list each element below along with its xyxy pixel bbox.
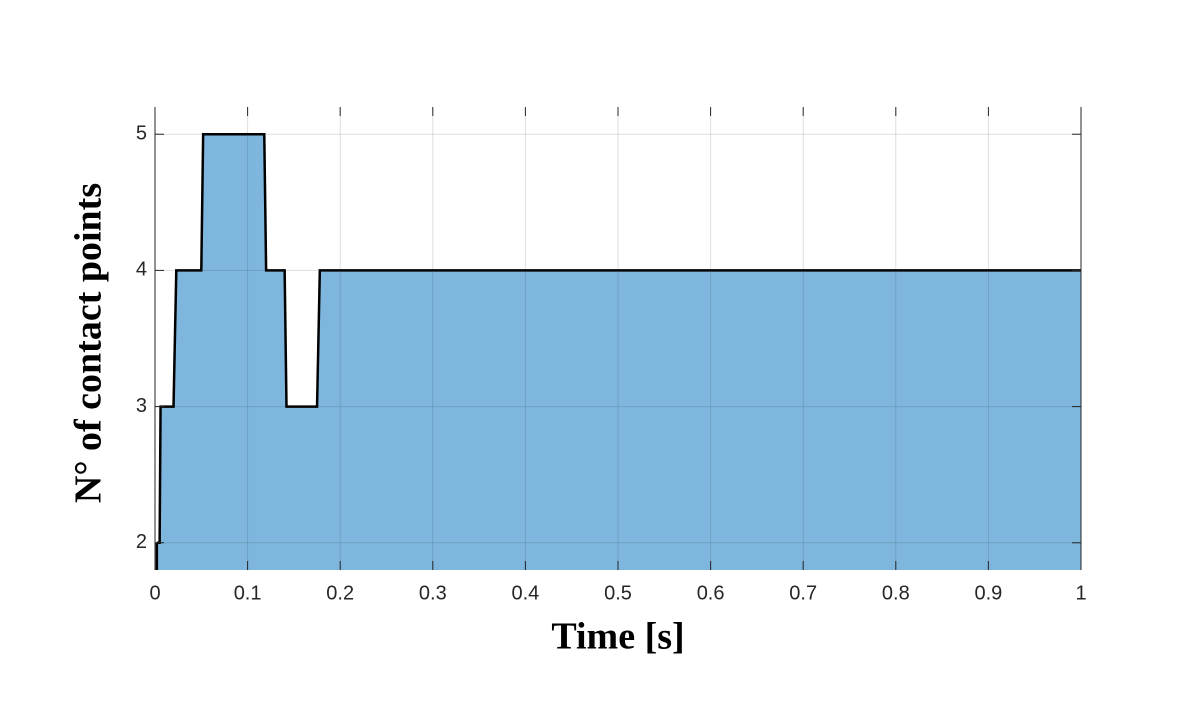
x-tick-label: 1 bbox=[1075, 582, 1086, 604]
x-axis-label: Time [s] bbox=[551, 616, 684, 658]
x-tick-label: 0.4 bbox=[511, 582, 539, 604]
y-axis-label: N° of contact points bbox=[68, 183, 110, 503]
y-tick-label: 3 bbox=[136, 395, 147, 417]
x-tick-label: 0.5 bbox=[604, 582, 632, 604]
x-tick-label: 0.3 bbox=[419, 582, 447, 604]
x-tick-label: 0.8 bbox=[882, 582, 910, 604]
x-tick-label: 0.7 bbox=[789, 582, 817, 604]
y-tick-label: 4 bbox=[136, 259, 147, 281]
area-fill bbox=[156, 134, 1082, 570]
y-tick-label: 2 bbox=[136, 531, 147, 553]
x-tick-label: 0.6 bbox=[697, 582, 725, 604]
y-tick-label: 5 bbox=[136, 123, 147, 145]
x-tick-label: 0.9 bbox=[974, 582, 1002, 604]
x-tick-label: 0.1 bbox=[234, 582, 262, 604]
x-tick-label: 0 bbox=[149, 582, 160, 604]
x-tick-label: 0.2 bbox=[326, 582, 354, 604]
